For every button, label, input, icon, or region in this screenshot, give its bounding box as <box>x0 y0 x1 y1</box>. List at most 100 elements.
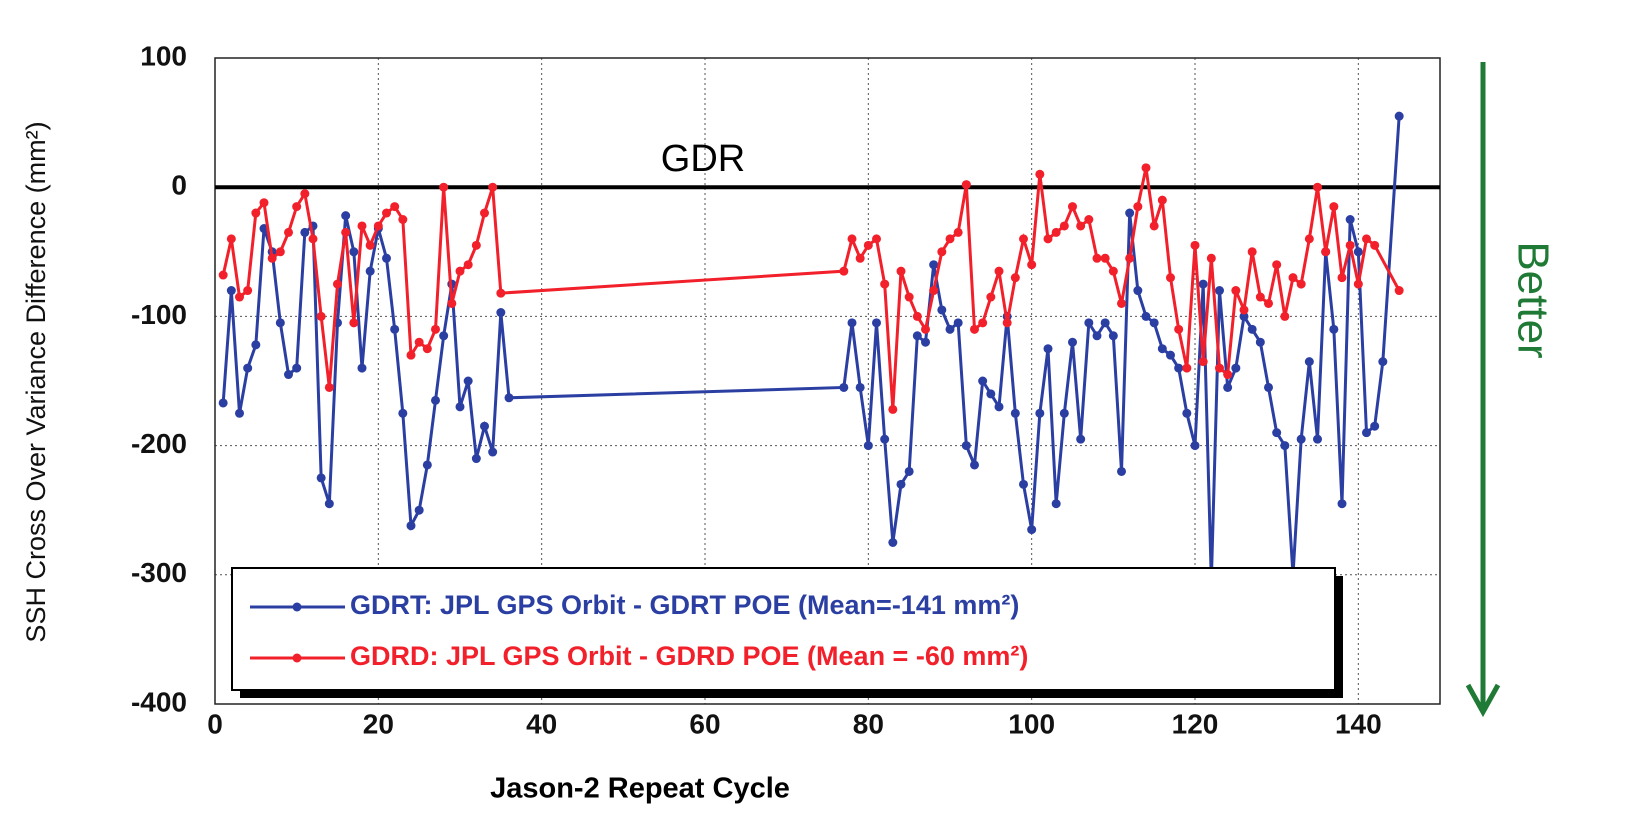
data-point <box>863 441 873 451</box>
x-tick-label: 20 <box>363 708 394 739</box>
data-point <box>1133 286 1143 296</box>
data-point <box>1166 273 1175 283</box>
data-point <box>316 473 326 483</box>
data-point <box>1304 357 1314 367</box>
data-point <box>839 266 849 276</box>
data-point <box>1231 363 1241 373</box>
data-point <box>945 234 955 244</box>
data-point <box>921 324 930 334</box>
data-point <box>1362 234 1371 244</box>
data-point <box>1345 240 1355 250</box>
data-point <box>937 305 947 315</box>
data-point <box>1247 247 1257 257</box>
side-note: Better <box>1508 241 1557 358</box>
y-tick-label: -400 <box>131 686 187 717</box>
data-point <box>267 253 277 263</box>
x-tick-label: 0 <box>207 708 223 739</box>
data-point <box>945 324 955 334</box>
data-point <box>1190 240 1200 250</box>
data-point <box>1043 344 1053 354</box>
data-point <box>1117 298 1126 308</box>
data-point <box>251 208 261 218</box>
data-point <box>341 227 351 237</box>
data-point <box>226 234 236 244</box>
data-point <box>1264 382 1273 392</box>
data-point <box>1353 247 1363 257</box>
data-point <box>1019 479 1028 489</box>
data-point <box>406 521 416 531</box>
data-point <box>398 408 408 418</box>
data-point <box>357 363 367 373</box>
data-point <box>872 318 881 328</box>
data-point <box>1149 318 1159 328</box>
data-point <box>1035 169 1045 179</box>
data-point <box>1345 215 1355 224</box>
data-point <box>1166 350 1175 360</box>
data-point <box>1043 234 1053 244</box>
data-point <box>978 318 988 328</box>
data-point <box>496 288 506 298</box>
data-point <box>888 538 898 547</box>
data-point <box>1353 279 1363 289</box>
data-point <box>1100 253 1110 263</box>
data-point <box>300 189 310 199</box>
data-point <box>904 466 914 476</box>
data-point <box>1182 408 1192 418</box>
data-point <box>1280 441 1290 451</box>
data-point <box>994 266 1004 276</box>
data-point <box>1100 318 1110 328</box>
data-point <box>953 318 963 328</box>
data-point <box>373 221 383 231</box>
data-point <box>398 215 408 224</box>
data-point <box>439 182 449 192</box>
data-point <box>1394 286 1404 296</box>
data-point <box>1174 324 1184 334</box>
data-point <box>243 286 253 296</box>
data-point <box>414 505 424 515</box>
legend-label: GDRT: JPL GPS Orbit - GDRT POE (Mean=-14… <box>350 590 1019 620</box>
data-point <box>422 460 432 470</box>
data-point <box>896 479 906 489</box>
data-point <box>961 441 971 451</box>
data-point <box>243 363 253 373</box>
data-point <box>994 402 1004 412</box>
data-point <box>1068 202 1077 212</box>
data-point <box>1337 499 1347 509</box>
data-point <box>218 270 228 280</box>
data-point <box>921 337 930 347</box>
data-point <box>1272 260 1282 270</box>
data-point <box>1223 382 1233 392</box>
data-point <box>463 376 473 386</box>
data-point <box>880 279 890 289</box>
data-point <box>888 404 898 414</box>
data-point <box>912 311 922 321</box>
y-tick-label: -200 <box>131 428 187 459</box>
data-point <box>275 318 285 328</box>
data-point <box>496 308 506 318</box>
data-point <box>1092 253 1102 263</box>
data-point <box>1223 370 1233 380</box>
data-point <box>1329 202 1339 212</box>
data-point <box>1059 408 1069 418</box>
y-tick-label: 100 <box>140 40 187 71</box>
data-point <box>970 460 979 470</box>
data-point <box>1019 234 1028 244</box>
data-point <box>1084 318 1094 328</box>
legend-dot <box>292 653 302 663</box>
data-point <box>1010 273 1020 283</box>
data-point <box>1068 337 1077 347</box>
data-point <box>929 260 939 270</box>
data-point <box>300 227 310 237</box>
data-point <box>1027 260 1037 270</box>
data-point <box>365 266 375 276</box>
data-point <box>1076 221 1086 231</box>
data-point <box>1215 363 1224 373</box>
y-tick-label: -100 <box>131 299 187 330</box>
legend-box <box>231 567 1336 691</box>
data-point <box>1182 363 1192 373</box>
data-point <box>1215 286 1224 296</box>
data-point <box>1296 434 1306 444</box>
data-point <box>480 421 489 431</box>
data-point <box>431 395 440 405</box>
